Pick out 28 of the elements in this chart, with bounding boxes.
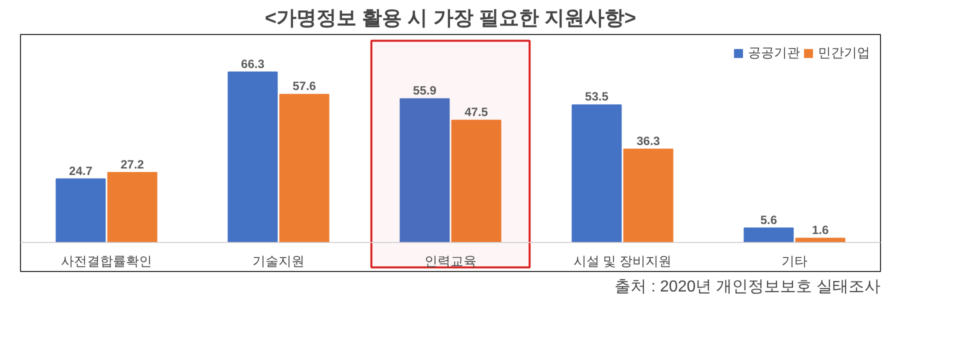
bar (228, 71, 278, 243)
x-tick-label: 인력교육 (424, 253, 476, 268)
data-label: 53.5 (585, 90, 609, 104)
bar (279, 94, 330, 243)
bar (400, 98, 450, 243)
data-label: 5.6 (760, 212, 778, 227)
bar (572, 104, 622, 243)
data-label: 55.9 (413, 84, 437, 98)
bar (107, 172, 158, 243)
bar (451, 120, 502, 243)
chart-title: <가명정보 활용 시 가장 필요한 지원사항> (264, 8, 636, 30)
x-tick-label: 시설 및 장비지원 (573, 253, 672, 268)
data-label: 47.5 (464, 105, 488, 120)
data-label: 66.3 (241, 56, 265, 71)
data-label: 1.6 (812, 223, 829, 238)
bar (56, 178, 106, 243)
x-tick-label: 기술지원 (252, 253, 304, 268)
source-note: 출처 : 2020년 개인정보보호 실태조사 (614, 278, 881, 296)
legend-label: 민간기업 (818, 44, 870, 62)
data-label: 36.3 (636, 134, 660, 148)
bar (744, 228, 794, 243)
legend-label: 공공기관 (748, 44, 800, 62)
data-label: 27.2 (120, 157, 144, 172)
x-tick-label: 기타 (782, 253, 808, 268)
bar (623, 148, 674, 243)
data-label: 57.6 (292, 79, 316, 94)
data-label: 24.7 (69, 164, 93, 178)
x-tick-label: 사전결합률확인 (61, 253, 152, 268)
